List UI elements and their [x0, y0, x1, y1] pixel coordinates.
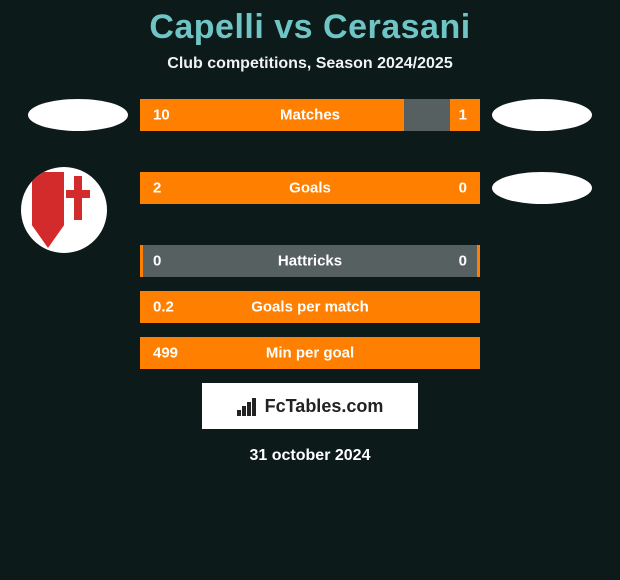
stat-bar-mpg: 499 Min per goal — [140, 337, 480, 369]
right-slot — [492, 172, 592, 204]
stat-left-value: 499 — [153, 345, 178, 362]
stat-row: 0.2 Goals per match — [0, 291, 620, 323]
player-placeholder-left — [28, 99, 128, 131]
stat-row: 0 Hattricks 0 — [0, 245, 620, 277]
stat-row: 10 Matches 1 — [0, 99, 620, 131]
stat-label: Goals per match — [251, 299, 369, 316]
stat-right-value: 0 — [459, 253, 467, 270]
stat-bar-gpm: 0.2 Goals per match — [140, 291, 480, 323]
brand-badge[interactable]: FcTables.com — [202, 383, 418, 429]
stat-right-value: 0 — [459, 180, 467, 197]
stat-left-value: 0 — [153, 253, 161, 270]
stat-right-value: 1 — [459, 107, 467, 124]
page-title: Capelli vs Cerasani — [0, 0, 620, 47]
club-badge-left — [21, 167, 107, 253]
stat-left-value: 0.2 — [153, 299, 174, 316]
player-placeholder-right — [492, 99, 592, 131]
stat-bar-goals: 2 Goals 0 — [140, 172, 480, 204]
stat-label: Min per goal — [266, 345, 354, 362]
left-slot — [28, 99, 128, 131]
stat-bar-matches: 10 Matches 1 — [140, 99, 480, 131]
stat-left-value: 2 — [153, 180, 161, 197]
stat-label: Matches — [280, 107, 340, 124]
left-slot — [28, 145, 128, 231]
right-slot — [492, 99, 592, 131]
crest-icon — [32, 172, 96, 248]
stat-label: Hattricks — [278, 253, 342, 270]
chart-icon — [237, 396, 259, 416]
stat-left-value: 10 — [153, 107, 170, 124]
player-placeholder-right — [492, 172, 592, 204]
stats-area: 10 Matches 1 2 Goals 0 — [0, 99, 620, 369]
stat-fill-left — [143, 99, 404, 131]
stat-bar-hattricks: 0 Hattricks 0 — [140, 245, 480, 277]
brand-text: FcTables.com — [265, 396, 384, 417]
stat-row: 499 Min per goal — [0, 337, 620, 369]
stat-label: Goals — [289, 180, 331, 197]
date-text: 31 october 2024 — [0, 447, 620, 465]
stat-row: 2 Goals 0 — [0, 145, 620, 231]
subtitle: Club competitions, Season 2024/2025 — [0, 55, 620, 73]
